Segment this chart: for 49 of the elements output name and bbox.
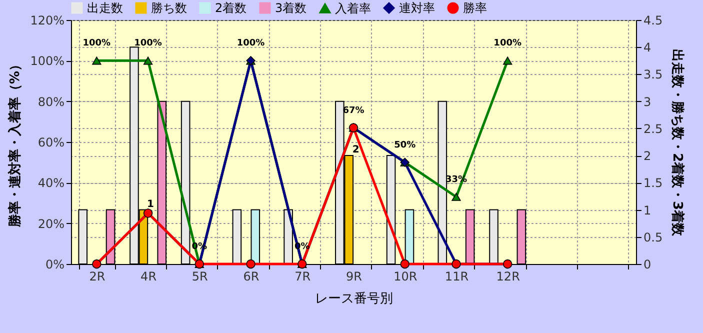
y-tick-label: 120% bbox=[30, 14, 64, 28]
y2-axis-title: 出走数・勝ち数・2着数・3着数 bbox=[670, 48, 686, 238]
data-label: 1 bbox=[146, 198, 154, 210]
legend-label: 出走数 bbox=[87, 1, 123, 15]
y-axis-title: 勝率・連対率・入着率（%） bbox=[7, 58, 24, 228]
y2-tick-label: 2 bbox=[644, 149, 652, 164]
y-tick-label: 80% bbox=[38, 94, 64, 109]
x-tick-label: 10R bbox=[394, 270, 418, 284]
data-label: 100% bbox=[82, 38, 111, 49]
legend-label: 連対率 bbox=[399, 1, 435, 15]
data-label: 100% bbox=[494, 38, 522, 49]
y-tick-label: 0% bbox=[45, 258, 64, 272]
x-tick-label: 4R bbox=[140, 270, 157, 284]
data-label: 2 bbox=[352, 144, 360, 156]
data-label: 100% bbox=[134, 38, 162, 49]
point bbox=[246, 259, 256, 269]
point bbox=[400, 259, 410, 269]
legend-label: 3着数 bbox=[275, 1, 307, 15]
data-label: 50% bbox=[394, 140, 416, 150]
x-tick-label: 6R bbox=[243, 270, 260, 284]
y-tick-label: 60% bbox=[38, 136, 64, 150]
point bbox=[143, 56, 153, 65]
x-axis-title: レース番号別 bbox=[315, 292, 393, 306]
y-tick-label: 20% bbox=[38, 216, 64, 231]
legend-label: 勝率 bbox=[463, 1, 487, 15]
point bbox=[92, 56, 102, 65]
legend-label: 入着率 bbox=[335, 1, 371, 16]
legend-label: 勝ち数 bbox=[151, 1, 187, 15]
legend-label: 2着数 bbox=[215, 1, 247, 15]
x-tick-label: 2R bbox=[89, 270, 106, 284]
y2-tick-label: 0.5 bbox=[644, 230, 663, 244]
point bbox=[452, 192, 461, 201]
y2-tick-label: 0 bbox=[644, 258, 652, 272]
y2-tick-label: 2.5 bbox=[644, 122, 663, 136]
x-tick-label: 7R bbox=[294, 270, 311, 284]
y-tick-label: 100% bbox=[30, 54, 64, 68]
x-tick-label: 11R bbox=[444, 270, 469, 284]
x-tick-label: 9R bbox=[346, 270, 362, 284]
y2-tick-label: 3 bbox=[644, 94, 652, 109]
point bbox=[503, 56, 512, 65]
y2-tick-label: 1.5 bbox=[644, 176, 663, 190]
data-label: 100% bbox=[236, 38, 265, 49]
x-tick-label: 12R bbox=[496, 270, 520, 284]
y2-tick-label: 3.5 bbox=[644, 68, 663, 82]
y2-tick-label: 1 bbox=[644, 203, 652, 218]
y2-tick-label: 4.5 bbox=[644, 14, 663, 28]
y2-tick-label: 4 bbox=[644, 40, 652, 55]
x-tick-label: 5R bbox=[192, 270, 208, 284]
y-tick-label: 40% bbox=[38, 176, 64, 190]
